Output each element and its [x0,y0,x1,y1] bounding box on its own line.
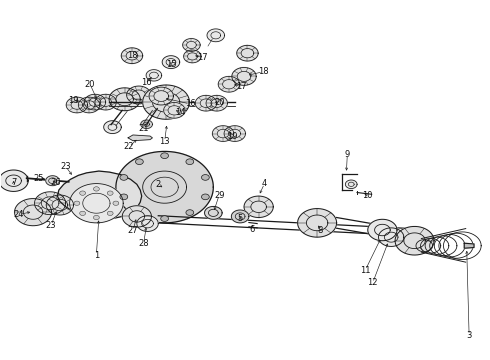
Circle shape [80,211,86,216]
Polygon shape [128,135,152,141]
Polygon shape [78,97,100,113]
Text: 29: 29 [214,190,224,199]
Text: 18: 18 [258,67,269,76]
Polygon shape [244,196,273,217]
Polygon shape [46,195,74,215]
Polygon shape [218,76,240,92]
Text: 4: 4 [262,179,267,188]
Polygon shape [95,94,116,110]
Text: 18: 18 [126,51,137,60]
Circle shape [201,175,209,180]
Text: 19: 19 [68,96,79,105]
Polygon shape [34,192,66,215]
Text: 1: 1 [94,251,99,260]
Circle shape [107,191,113,195]
Circle shape [136,210,143,215]
Text: 25: 25 [34,175,44,184]
Polygon shape [204,206,222,219]
Text: 20: 20 [214,98,224,107]
Polygon shape [146,69,162,81]
Polygon shape [0,170,28,192]
Polygon shape [84,94,106,110]
Text: 16: 16 [185,99,195,108]
Text: 24: 24 [13,210,24,219]
Polygon shape [237,45,258,61]
Circle shape [107,211,113,216]
Polygon shape [70,184,123,223]
Text: 14: 14 [175,108,186,117]
Text: 6: 6 [249,225,255,234]
Circle shape [186,210,194,215]
Text: 7: 7 [11,178,16,187]
Circle shape [80,191,86,195]
Polygon shape [121,48,143,64]
Polygon shape [184,50,201,63]
Polygon shape [149,87,173,105]
Circle shape [136,159,143,165]
Text: 12: 12 [368,278,378,287]
Text: 19: 19 [226,131,237,140]
Polygon shape [46,176,59,186]
Circle shape [120,175,128,180]
Text: 20: 20 [85,80,96,89]
Polygon shape [164,103,185,118]
Text: 17: 17 [236,82,246,91]
Text: 2: 2 [156,180,161,189]
Text: 11: 11 [360,266,370,275]
Text: 17: 17 [197,53,207,62]
Circle shape [120,194,128,200]
Polygon shape [183,39,200,51]
Text: 5: 5 [238,214,243,223]
Circle shape [161,153,169,158]
Polygon shape [137,216,158,231]
Polygon shape [66,97,88,113]
Text: 23: 23 [60,162,71,171]
Polygon shape [232,67,256,85]
Polygon shape [104,121,121,134]
Text: 9: 9 [344,150,350,159]
Polygon shape [231,210,249,223]
Circle shape [201,194,209,200]
Text: 16: 16 [141,78,152,87]
Text: 3: 3 [466,331,472,340]
Circle shape [186,159,194,165]
Polygon shape [57,171,142,219]
Text: 21: 21 [138,125,149,134]
Polygon shape [206,95,227,111]
Circle shape [94,187,99,191]
Text: 28: 28 [138,239,149,248]
Polygon shape [116,152,213,223]
Polygon shape [207,29,224,42]
Polygon shape [345,180,357,189]
Polygon shape [378,228,404,247]
Polygon shape [395,226,434,255]
Polygon shape [297,208,337,237]
Polygon shape [15,199,51,226]
Polygon shape [162,56,180,68]
Text: 15: 15 [166,60,176,69]
Circle shape [161,216,169,221]
Text: 22: 22 [124,142,134,151]
Text: 27: 27 [127,226,138,235]
Polygon shape [143,85,190,119]
Polygon shape [109,88,140,111]
Text: 23: 23 [46,221,56,230]
Polygon shape [196,95,217,111]
Polygon shape [464,243,474,248]
Text: 13: 13 [159,137,170,146]
Circle shape [113,201,119,206]
Polygon shape [224,126,245,141]
Polygon shape [126,86,151,104]
Polygon shape [122,206,151,227]
Polygon shape [141,120,152,129]
Polygon shape [368,219,397,241]
Circle shape [94,215,99,220]
Text: 26: 26 [50,178,61,187]
Polygon shape [212,126,234,141]
Text: 10: 10 [363,190,373,199]
Circle shape [74,201,80,206]
Text: 8: 8 [318,226,323,235]
